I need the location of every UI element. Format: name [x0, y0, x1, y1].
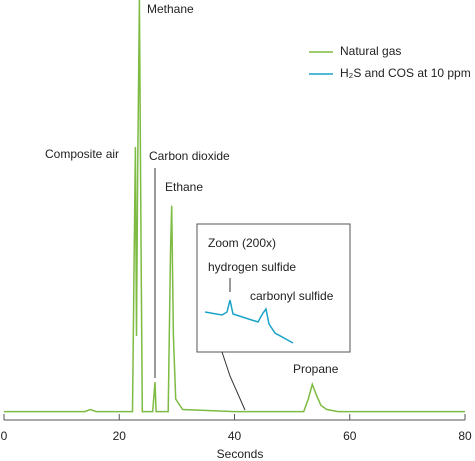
x-tick-label: 60 [343, 429, 357, 443]
x-tick-label: 0 [1, 429, 8, 443]
peak-label: Composite air [45, 147, 119, 161]
peak-label: Carbon dioxide [149, 149, 230, 163]
zoom-title: Zoom (200x) [208, 236, 276, 250]
zoom-leader [221, 351, 246, 411]
x-axis-label: Seconds [217, 447, 264, 461]
zoom-box [196, 223, 351, 353]
peak-label: Propane [293, 362, 339, 376]
x-tick-label: 40 [228, 429, 242, 443]
peak-label: Ethane [165, 180, 203, 194]
x-tick-label: 20 [113, 429, 127, 443]
peak-label: Methane [147, 2, 194, 16]
data-line [4, 0, 465, 413]
peak-label: carbonyl sulfide [250, 289, 334, 303]
peak-label: hydrogen sulfide [208, 260, 296, 274]
x-tick-label: 80 [458, 429, 472, 443]
legend-label: H₂S and COS at 10 ppm [340, 66, 471, 80]
data-line [204, 299, 294, 344]
legend-label: Natural gas [340, 44, 401, 58]
